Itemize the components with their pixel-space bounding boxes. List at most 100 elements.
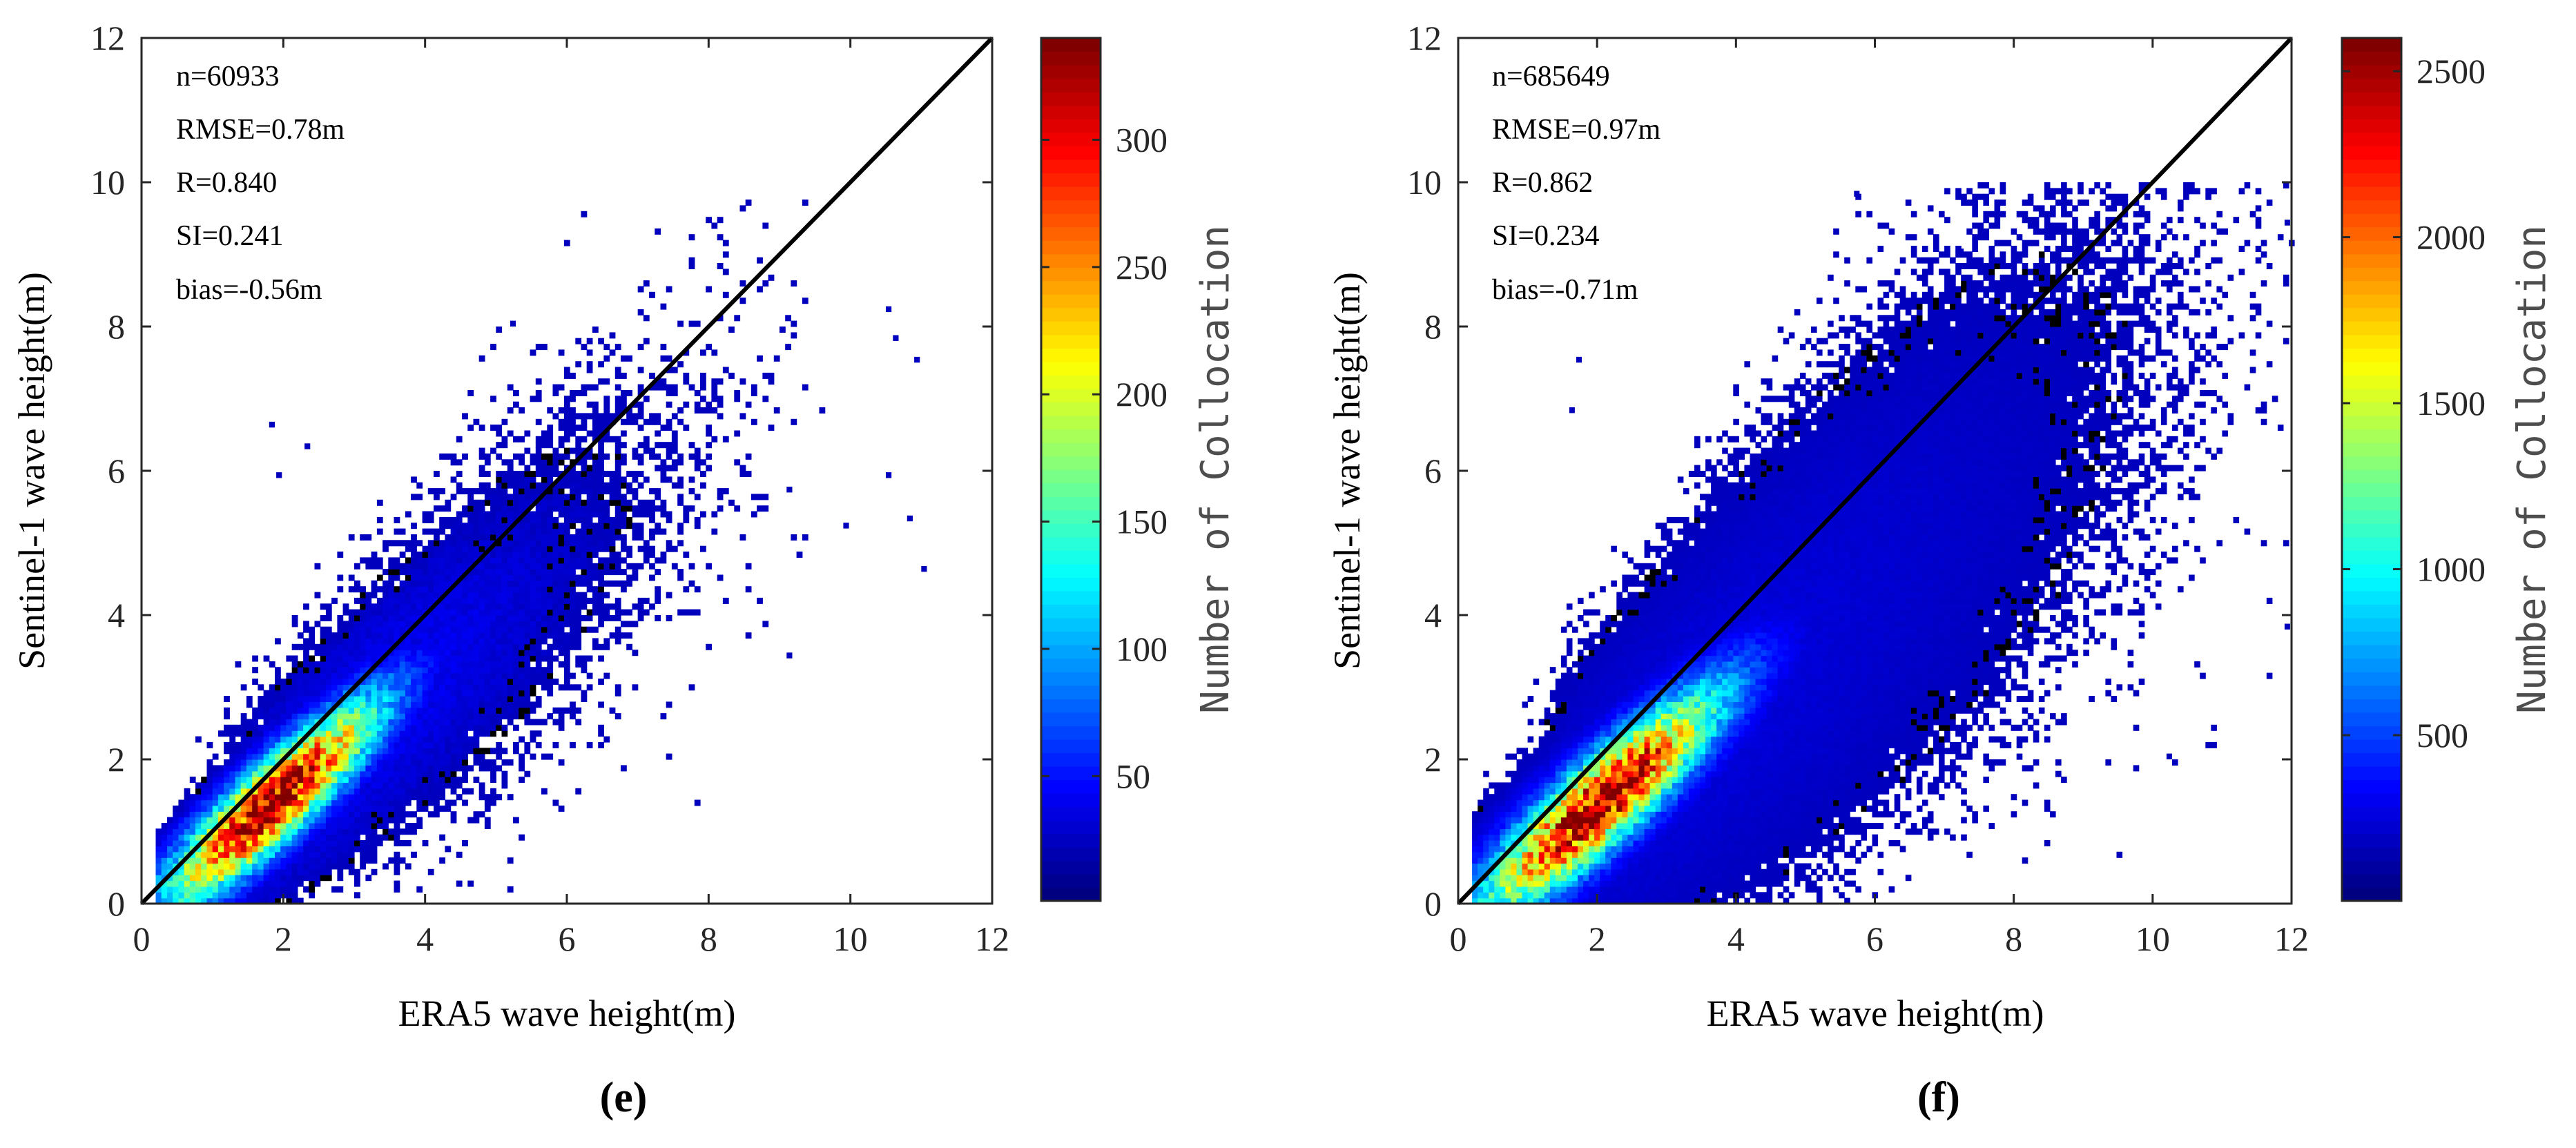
heatmap-cell <box>399 777 406 784</box>
heatmap-cell <box>456 777 463 784</box>
heatmap-cell <box>161 880 168 887</box>
heatmap-cell <box>1555 857 1562 864</box>
heatmap-cell <box>411 811 417 818</box>
heatmap-cell <box>1538 817 1545 824</box>
heatmap-cell <box>558 436 565 442</box>
heatmap-cell <box>768 274 775 281</box>
heatmap-cell <box>360 586 366 593</box>
heatmap-cell <box>626 407 632 414</box>
heatmap-cell <box>309 667 316 674</box>
heatmap-cell <box>1589 840 1595 846</box>
heatmap-cell <box>462 545 468 552</box>
heatmap-cell <box>331 811 338 818</box>
heatmap-cell <box>513 655 519 662</box>
heatmap-cell <box>1622 811 1628 818</box>
heatmap-cell <box>1489 886 1495 893</box>
heatmap-cell <box>337 552 344 558</box>
heatmap-cell <box>626 413 632 420</box>
heatmap-cell <box>530 516 536 523</box>
heatmap-cell <box>422 516 429 523</box>
heatmap-cell <box>325 661 332 668</box>
heatmap-cell <box>456 534 463 541</box>
heatmap-cell <box>229 770 236 777</box>
colorbar-frame-e <box>1040 37 1102 902</box>
heatmap-cell <box>490 569 496 576</box>
heatmap-cell <box>184 811 191 818</box>
heatmap-cell <box>575 511 582 518</box>
heatmap-cell <box>291 679 298 685</box>
heatmap-cell <box>1483 770 1489 777</box>
heatmap-cell <box>513 592 519 599</box>
heatmap-cell <box>513 707 519 714</box>
heatmap-cell <box>297 823 304 829</box>
heatmap-cell <box>439 765 445 772</box>
heatmap-cell <box>700 482 706 489</box>
heatmap-cell <box>303 886 309 893</box>
heatmap-cell <box>252 759 258 766</box>
heatmap-cell <box>1622 794 1628 801</box>
heatmap-cell <box>1589 794 1595 801</box>
heatmap-cell <box>490 609 496 616</box>
heatmap-cell <box>688 476 695 483</box>
heatmap-cell <box>411 592 417 599</box>
heatmap-cell <box>422 603 429 610</box>
heatmap-cell <box>552 540 559 547</box>
heatmap-cell <box>201 892 207 899</box>
heatmap-cell <box>297 730 304 737</box>
heatmap-cell <box>660 303 667 310</box>
heatmap-cell <box>671 545 678 552</box>
heatmap-cell <box>547 626 554 633</box>
heatmap-cell <box>434 672 440 679</box>
heatmap-cell <box>297 719 304 726</box>
heatmap-cell <box>155 834 162 841</box>
heatmap-cell <box>394 603 400 610</box>
heatmap-cell <box>155 863 162 870</box>
heatmap-cell <box>570 488 576 495</box>
heatmap-cell <box>263 794 270 801</box>
heatmap-cell <box>1605 650 1611 656</box>
heatmap-cell <box>354 713 360 720</box>
heatmap-cell <box>603 643 610 650</box>
heatmap-cell <box>445 552 452 558</box>
heatmap-cell <box>217 892 224 899</box>
heatmap-cell <box>388 667 395 674</box>
heatmap-cell <box>184 834 191 841</box>
heatmap-cell <box>467 580 474 587</box>
colorbar-tick-label: 100 <box>1116 630 1168 668</box>
heatmap-cell <box>445 696 452 702</box>
heatmap-cell <box>184 846 191 853</box>
heatmap-cell <box>473 574 480 581</box>
heatmap-cell <box>530 586 536 593</box>
heatmap-cell <box>450 690 457 697</box>
heatmap-cell <box>563 505 570 512</box>
heatmap-cell <box>309 661 316 668</box>
heatmap-cell <box>360 667 366 674</box>
heatmap-cell <box>382 643 389 650</box>
heatmap-cell <box>609 516 616 523</box>
heatmap-cell <box>643 315 650 322</box>
heatmap-cell <box>1555 701 1562 708</box>
heatmap-cell <box>530 540 536 547</box>
heatmap-cell <box>547 632 554 639</box>
heatmap-cell <box>524 690 531 697</box>
heatmap-cell <box>434 638 440 645</box>
heatmap-cell <box>586 499 593 506</box>
heatmap-cell <box>320 638 327 645</box>
heatmap-cell <box>614 344 621 351</box>
heatmap-cell <box>456 736 463 743</box>
heatmap-cell <box>416 586 423 593</box>
heatmap-cell <box>275 713 281 720</box>
heatmap-cell <box>1589 724 1595 731</box>
heatmap-cell <box>490 748 496 755</box>
heatmap-cell <box>563 632 570 639</box>
heatmap-cell <box>530 684 536 691</box>
heatmap-cell <box>342 632 349 639</box>
heatmap-cell <box>240 788 247 795</box>
heatmap-cell <box>445 701 452 708</box>
heatmap-cell <box>1611 707 1617 714</box>
heatmap-cell <box>586 516 593 523</box>
heatmap-cell <box>671 436 678 442</box>
heatmap-cell <box>1549 719 1556 726</box>
heatmap-cell <box>184 892 191 899</box>
heatmap-cell <box>394 696 400 702</box>
